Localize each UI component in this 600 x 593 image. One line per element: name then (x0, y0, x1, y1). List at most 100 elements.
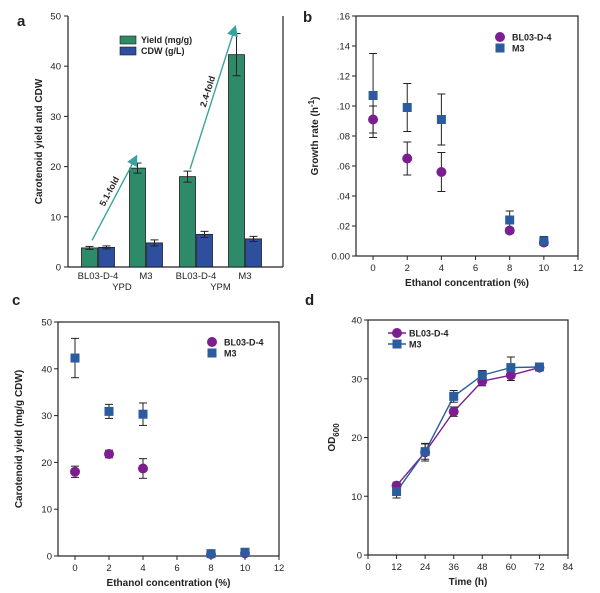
group-label: YPM (210, 282, 231, 293)
cdw-bar (196, 233, 213, 268)
x-tick-label: 12 (274, 563, 285, 574)
m3-point (402, 103, 412, 112)
y-tick-label: .06 (337, 162, 350, 173)
m3-point (436, 115, 446, 124)
legend-label: BL03-D-4 (512, 33, 552, 43)
m3-point (368, 91, 378, 100)
category-label: M3 (238, 271, 251, 282)
m3-point (206, 549, 216, 559)
cdw-bar (146, 242, 163, 268)
y-tick-label: 40 (50, 62, 61, 73)
m3-point (104, 406, 114, 416)
x-tick-label: 60 (506, 562, 517, 573)
y-tick-label: .08 (337, 132, 350, 143)
bl03-point (448, 406, 459, 417)
fold-arrow (91, 154, 138, 241)
yield-bar (129, 167, 146, 268)
y-axis-label-text: Carotenoid yield (mg/g CDW) (14, 370, 25, 508)
y-axis-label: OD600 (327, 423, 341, 452)
y-tick-label: 0 (47, 552, 52, 563)
m3-point (449, 391, 459, 401)
legend-swatch (119, 35, 137, 45)
y-tick-label: 10 (50, 212, 61, 223)
x-tick-label: 4 (439, 263, 444, 274)
x-tick-label: 10 (539, 263, 550, 274)
y-tick-label: 30 (50, 112, 61, 123)
y-tick-label: 40 (41, 364, 52, 375)
legend-swatch (119, 46, 137, 56)
legend-marker (495, 43, 505, 53)
y-axis-label-end: ) (310, 97, 321, 100)
legend-label: M3 (409, 340, 422, 350)
legend-label: CDW (g/L) (141, 46, 184, 56)
fold-arrow (189, 24, 238, 170)
x-tick-label: 36 (448, 562, 459, 573)
x-tick-label: 84 (563, 562, 574, 573)
panel-a: a 0 10 20 30 40 50 Carotenoid yield and CDW BL03… (17, 12, 284, 293)
y-tick-label: .02 (337, 222, 350, 233)
m3-point (240, 547, 250, 557)
y-axis-label: Carotenoid yield and CDW (34, 78, 45, 204)
bl03-point (70, 466, 80, 477)
y-tick-label: 40 (351, 316, 362, 327)
bl03-point (138, 463, 148, 474)
x-axis-label: Ethanol concentration (%) (405, 278, 529, 289)
y-axis-label-text: OD (327, 437, 338, 452)
y-tick-label: 0 (357, 551, 362, 562)
yield-bar (81, 247, 98, 268)
y-tick-label: .10 (337, 102, 350, 113)
x-tick-label: 48 (477, 562, 488, 573)
m3-point (505, 215, 515, 225)
m3-point (477, 370, 487, 380)
m3-point (506, 363, 516, 373)
panel-c: c 0 2 4 6 8 10 12 0 10 20 30 40 50 Ethanol concentrati… (12, 292, 284, 589)
bl03-point (104, 448, 114, 459)
m3-point (392, 487, 402, 497)
m3-point (70, 353, 80, 363)
legend-label: BL03-D-4 (409, 329, 449, 339)
legend-marker (495, 32, 505, 42)
y-tick-label: 10 (351, 492, 362, 503)
panel-label-d: d (305, 292, 314, 309)
y-tick-label: 20 (50, 162, 61, 173)
plot-frame (57, 321, 280, 557)
m3-point (539, 236, 549, 246)
y-tick-label: 30 (351, 374, 362, 385)
x-tick-label: 0 (365, 562, 370, 573)
x-tick-label: 6 (174, 563, 179, 574)
x-tick-label: 12 (391, 562, 402, 573)
y-tick-label: 0.00 (332, 252, 351, 263)
x-tick-label: 8 (208, 563, 213, 574)
y-tick-label: 10 (41, 505, 52, 516)
bl03-point (436, 167, 447, 177)
x-axis-label: Ethanol concentration (%) (107, 578, 231, 589)
legend-marker (392, 328, 402, 338)
legend-marker (207, 337, 217, 347)
series-line (396, 366, 540, 492)
y-tick-label: 20 (41, 458, 52, 469)
y-tick-label: .16 (337, 12, 350, 23)
panel-d: d 0 12 24 36 48 60 72 84 0 10 20 30 40 Time (h) OD600 BL… (305, 292, 573, 588)
panel-label-b: b (303, 9, 312, 26)
group-label: YPD (112, 282, 132, 293)
x-tick-label: 0 (72, 563, 77, 574)
yield-bar (228, 54, 245, 268)
cdw-bar (98, 247, 115, 268)
x-tick-label: 4 (140, 563, 145, 574)
x-tick-label: 2 (106, 563, 111, 574)
panel-label-c: c (12, 292, 20, 309)
x-tick-label: 6 (473, 263, 478, 274)
x-axis-label: Time (h) (449, 577, 488, 588)
x-tick-label: 8 (507, 263, 512, 274)
plot-frame (355, 15, 579, 257)
bl03-point (402, 153, 413, 164)
m3-point (420, 447, 430, 457)
y-tick-label: .12 (337, 72, 350, 83)
y-tick-label: 20 (351, 433, 362, 444)
y-tick-label: .04 (337, 192, 350, 203)
x-tick-label: 24 (420, 562, 431, 573)
bl03-point (504, 225, 515, 236)
category-label: M3 (139, 271, 152, 282)
x-tick-label: 2 (405, 263, 410, 274)
